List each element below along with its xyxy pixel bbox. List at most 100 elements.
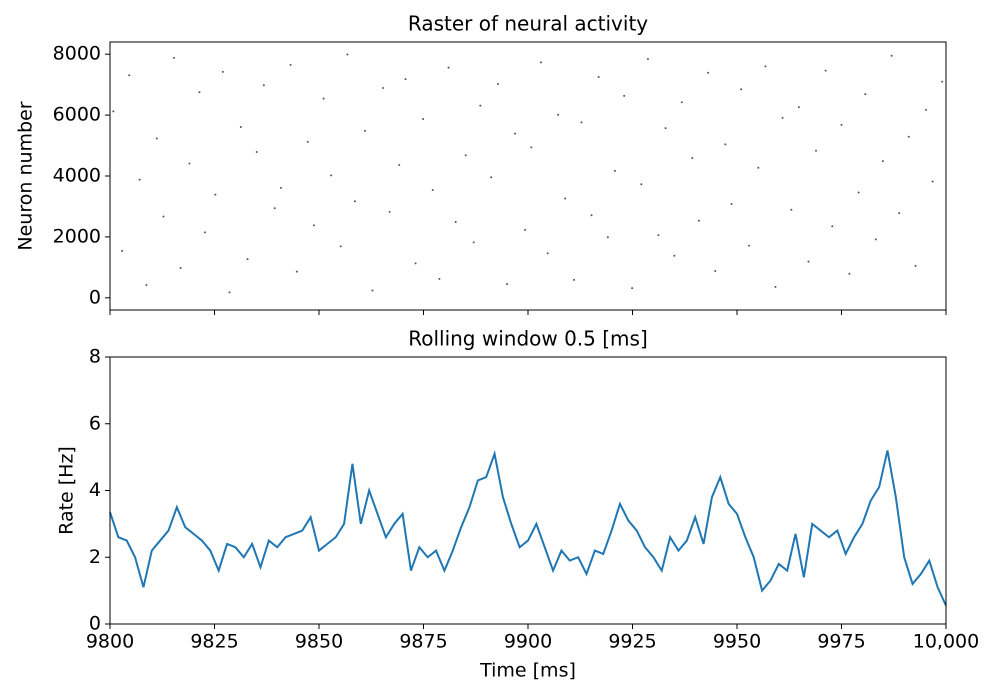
x-tick-label: 9800 (86, 631, 134, 653)
spike (422, 118, 425, 121)
spike (781, 116, 784, 119)
spike (295, 270, 298, 273)
spike (322, 97, 325, 100)
x-tick-label: 9950 (713, 631, 761, 653)
spike (914, 264, 917, 267)
spike (496, 83, 499, 86)
spike (890, 54, 893, 57)
spike (730, 203, 733, 206)
rate-line (109, 450, 947, 607)
spike (874, 238, 877, 241)
spike (506, 283, 509, 286)
y-tick-label: 6 (89, 412, 101, 434)
spike (881, 160, 884, 163)
spike (414, 262, 417, 265)
spike (941, 80, 944, 83)
spike (724, 143, 727, 146)
y-tick-label: 8 (89, 346, 101, 368)
spike (388, 210, 391, 213)
spike (306, 140, 309, 143)
spike (490, 176, 493, 179)
y-tick-label: 0 (89, 613, 101, 635)
axes-frame (109, 41, 947, 311)
spike (353, 200, 356, 203)
spike (864, 93, 867, 96)
spike (145, 284, 148, 287)
spike (155, 137, 158, 140)
spike (239, 125, 242, 128)
spike (198, 91, 201, 94)
spike (221, 70, 224, 73)
y-tick-label: 4000 (53, 165, 101, 187)
y-tick-label: 8000 (53, 43, 101, 65)
spike (824, 69, 827, 72)
x-tick-label: 9975 (817, 631, 865, 653)
spike (924, 108, 927, 111)
y-tick-label: 6000 (53, 104, 101, 126)
spike (797, 106, 800, 109)
spike (613, 169, 616, 172)
spike (714, 270, 717, 273)
spike (590, 214, 593, 217)
x-tick-label: 9925 (608, 631, 656, 653)
spike (138, 178, 141, 181)
spike (312, 224, 315, 227)
spike (279, 186, 282, 189)
spike (680, 101, 683, 104)
spike (898, 212, 901, 215)
spike (447, 66, 450, 69)
spike (831, 225, 834, 228)
x-tick-label: 9850 (295, 631, 343, 653)
spike (404, 78, 407, 81)
spike (631, 287, 634, 290)
spike (172, 56, 175, 59)
spike (188, 162, 191, 165)
spike (255, 150, 258, 153)
spike (228, 291, 231, 294)
spike (472, 241, 475, 244)
spike (203, 231, 206, 234)
spike (857, 191, 860, 194)
spike (431, 189, 434, 192)
spike (774, 285, 777, 288)
spike (464, 154, 467, 157)
spike (330, 174, 333, 177)
spike (539, 61, 542, 64)
spike (179, 266, 182, 269)
spike (514, 132, 517, 135)
y-tick-label: 2000 (53, 225, 101, 247)
spike (346, 53, 349, 56)
spike (707, 71, 710, 74)
spike (273, 207, 276, 210)
spike (646, 58, 649, 61)
spike (339, 245, 342, 248)
spike (112, 110, 115, 113)
y-tick-label: 2 (89, 546, 101, 568)
spike (597, 76, 600, 79)
spike (214, 193, 217, 196)
chart-title: Raster of neural activity (408, 12, 648, 36)
spike (664, 127, 667, 130)
x-axis-label: Time [ms] (479, 660, 576, 682)
spike (757, 166, 760, 169)
spike (398, 164, 401, 167)
spike (128, 74, 131, 77)
spike (807, 260, 810, 263)
spike (121, 249, 124, 252)
spike (848, 272, 851, 275)
x-tick-label: 9875 (399, 631, 447, 653)
spike (572, 278, 575, 281)
spike (907, 135, 910, 138)
spike (673, 254, 676, 257)
spike (931, 180, 934, 183)
spike (697, 219, 700, 222)
x-tick-label: 9825 (190, 631, 238, 653)
spike (454, 220, 457, 223)
spike (623, 94, 626, 97)
spike (246, 258, 249, 261)
spike (438, 277, 441, 280)
spike (289, 63, 292, 66)
spike (524, 228, 527, 231)
spike (764, 65, 767, 68)
